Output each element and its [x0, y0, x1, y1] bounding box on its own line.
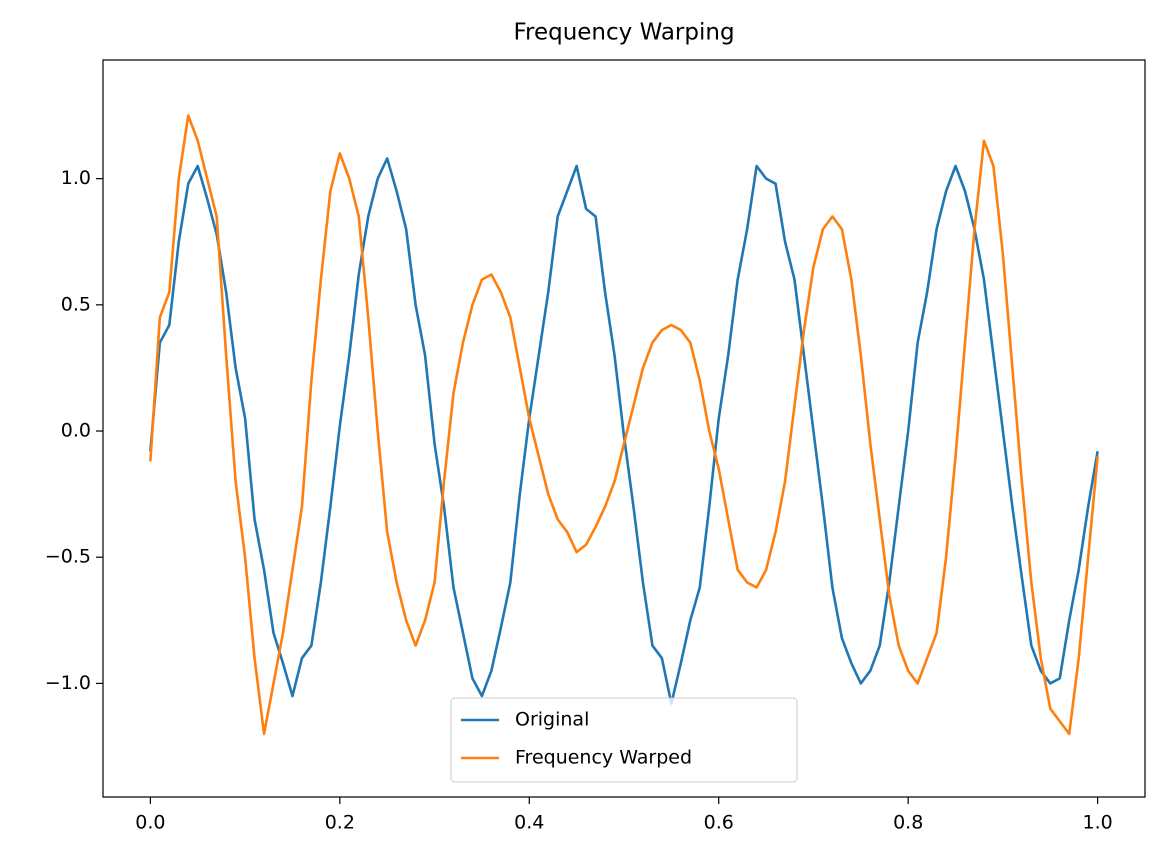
- legend: Original Frequency Warped: [450, 697, 798, 783]
- x-tick-label: 0.8: [893, 812, 923, 834]
- axes-frame: [102, 59, 1146, 798]
- legend-box: [450, 697, 798, 783]
- y-tick-label: 1.0: [61, 167, 91, 189]
- y-tick-label: 0.0: [61, 420, 91, 442]
- x-tick-label: 1.0: [1083, 812, 1113, 834]
- x-tick-label: 0.2: [325, 812, 355, 834]
- legend-label: Frequency Warped: [515, 747, 692, 769]
- y-tick-label: −0.5: [45, 546, 91, 568]
- y-tick-label: 0.5: [61, 293, 91, 315]
- line-series: [149, 114, 1099, 736]
- x-tick-label: 0.6: [704, 812, 734, 834]
- y-tick-label: −1.0: [45, 672, 91, 694]
- legend-label: Original: [515, 709, 589, 731]
- x-tick-label: 0.0: [135, 812, 165, 834]
- line-series: [149, 157, 1099, 705]
- chart-title: Frequency Warping: [513, 20, 734, 46]
- x-tick-label: 0.4: [514, 812, 544, 834]
